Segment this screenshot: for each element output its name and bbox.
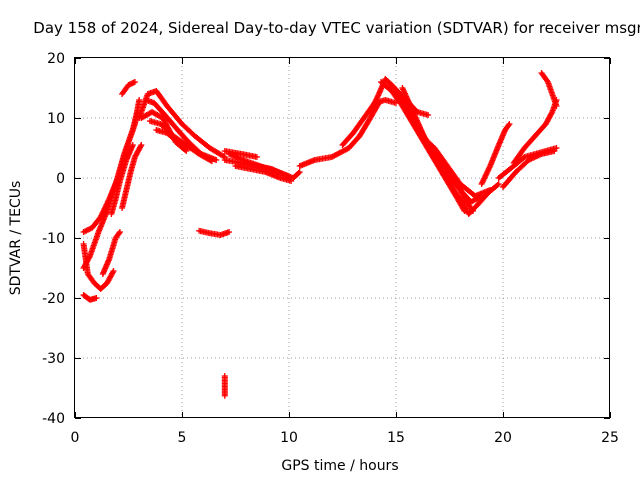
data-point xyxy=(469,206,476,213)
data-point xyxy=(110,268,117,274)
data-point xyxy=(129,142,136,148)
data-point xyxy=(116,230,123,237)
data-point xyxy=(131,79,138,85)
data-point xyxy=(116,229,123,235)
grid xyxy=(75,58,610,418)
axis-ticks: 0 5 10 15 20 25 -40 -30 -20 -10 0 10 20 xyxy=(42,51,619,446)
y-tick-label: -20 xyxy=(42,291,65,307)
x-tick-label: 20 xyxy=(494,430,512,446)
x-tick-label: 10 xyxy=(280,430,298,446)
data-point xyxy=(136,97,143,103)
y-tick-label: 20 xyxy=(47,51,65,67)
data-point xyxy=(425,112,432,118)
y-tick-label: 0 xyxy=(56,171,65,187)
y-tick-label: -40 xyxy=(42,411,65,427)
data-point xyxy=(138,142,145,148)
data-point xyxy=(470,208,477,214)
data-point xyxy=(495,181,502,187)
data-point xyxy=(286,173,292,180)
data-point xyxy=(288,178,295,184)
data-point xyxy=(553,103,560,109)
y-tick-label: -30 xyxy=(42,351,65,367)
data-point xyxy=(551,148,558,154)
data-point xyxy=(506,121,513,127)
data-points xyxy=(80,70,560,399)
plot-frame xyxy=(74,57,610,418)
data-point xyxy=(86,254,93,261)
y-tick-label: 10 xyxy=(47,111,65,127)
data-point xyxy=(226,229,233,235)
data-point xyxy=(221,392,228,399)
data-point xyxy=(295,170,302,176)
data-point xyxy=(137,143,144,150)
data-point xyxy=(505,122,512,129)
data-point xyxy=(187,145,194,151)
data-point xyxy=(93,295,100,301)
data-point xyxy=(296,169,303,175)
data-point xyxy=(487,187,494,193)
x-tick-label: 25 xyxy=(601,430,619,446)
data-point xyxy=(213,157,220,163)
chart-title: Day 158 of 2024, Sidereal Day-to-day VTE… xyxy=(33,19,640,37)
data-point xyxy=(207,157,214,164)
data-point xyxy=(494,182,501,188)
x-tick-label: 15 xyxy=(387,430,405,446)
data-point xyxy=(548,110,555,117)
y-tick-label: -10 xyxy=(42,231,65,247)
x-tick-label: 0 xyxy=(71,430,80,446)
x-tick-label: 5 xyxy=(178,430,187,446)
data-point xyxy=(253,154,260,160)
data-point xyxy=(109,269,116,276)
y-axis-label: SDTVAR / TECUs xyxy=(8,181,24,296)
data-point xyxy=(208,158,215,165)
x-axis-label: GPS time / hours xyxy=(281,458,398,474)
